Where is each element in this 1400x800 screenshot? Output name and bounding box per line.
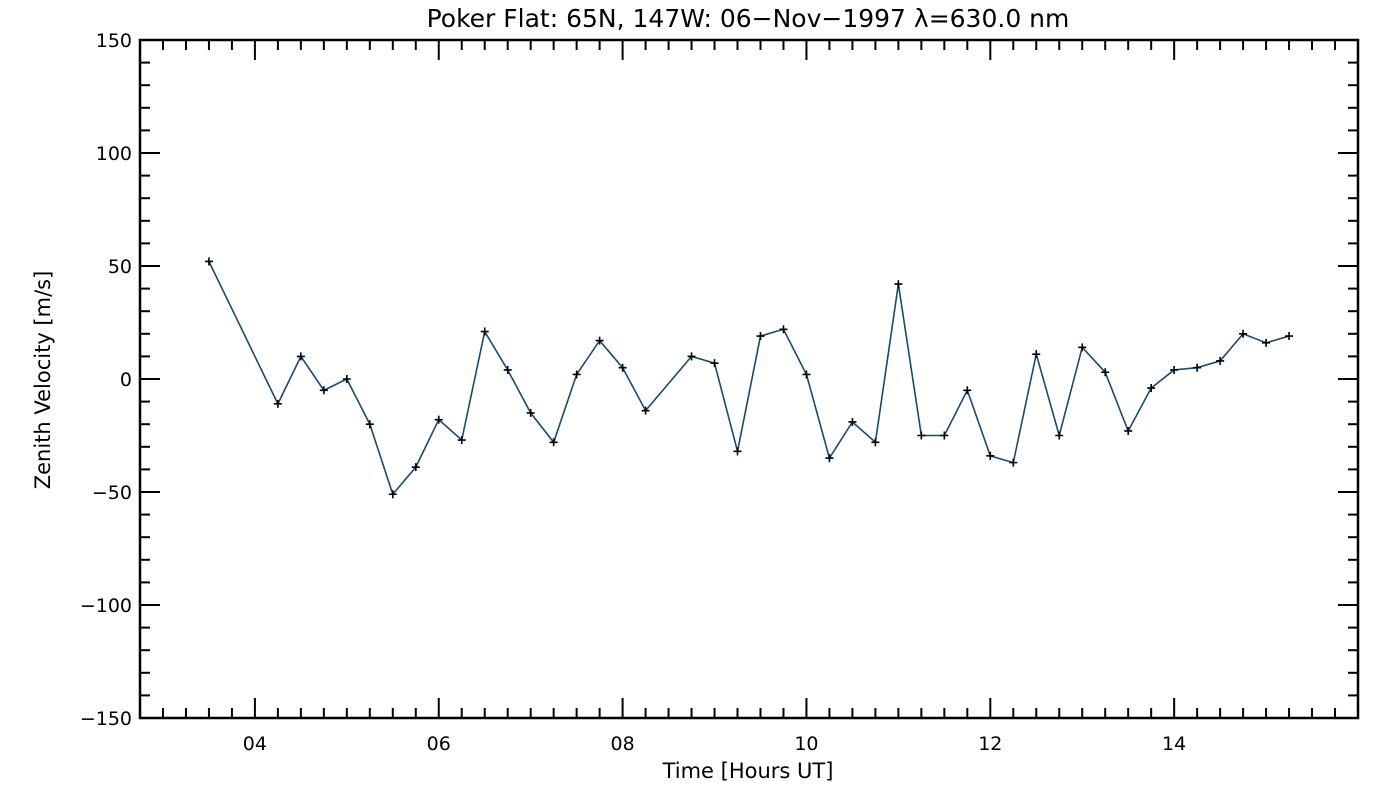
y-tick-label: 50 [108, 256, 132, 278]
y-axis-label: Zenith Velocity [m/s] [31, 271, 55, 490]
x-tick-label: 14 [1162, 733, 1186, 755]
data-point-marker [526, 408, 535, 417]
data-point-marker [1216, 356, 1225, 365]
series-line [208, 261, 1290, 496]
chart-title: Poker Flat: 65N, 147W: 06−Nov−1997 λ=630… [427, 4, 1070, 33]
axis-tick-labels: 04 06 08 10 12 14 −150 −100 −50 0 50 100 150 [80, 30, 1186, 755]
data-point-marker [273, 399, 282, 408]
data-point-marker [388, 490, 397, 499]
data-point-marker [687, 352, 696, 361]
data-point-marker [917, 431, 926, 440]
data-point-marker [848, 417, 857, 426]
y-tick-label: −50 [92, 482, 132, 504]
data-point-marker [503, 365, 512, 374]
x-tick-label: 08 [611, 733, 635, 755]
data-point-marker [1262, 338, 1271, 347]
data-point-marker [779, 325, 788, 334]
data-point-marker [1147, 384, 1156, 393]
data-point-marker [595, 336, 604, 345]
data-point-marker [871, 438, 880, 447]
data-point-marker [641, 406, 650, 415]
x-tick-label: 10 [794, 733, 818, 755]
data-point-marker [204, 257, 213, 266]
data-point-marker [1124, 426, 1133, 435]
data-point-marker [1239, 329, 1248, 338]
data-point-marker [365, 420, 374, 429]
data-point-marker [572, 370, 581, 379]
data-point-marker [940, 431, 949, 440]
y-tick-label: 150 [96, 30, 132, 52]
y-tick-label: 0 [120, 369, 132, 391]
data-point-marker [756, 332, 765, 341]
data-point-marker [457, 436, 466, 445]
x-tick-label: 04 [243, 733, 267, 755]
x-axis-label: Time [Hours UT] [662, 759, 834, 783]
x-tick-label: 12 [978, 733, 1002, 755]
data-point-marker [1193, 363, 1202, 372]
data-point-marker [319, 386, 328, 395]
data-point-marker [1055, 431, 1064, 440]
data-point-marker [1009, 458, 1018, 467]
data-point-marker [710, 359, 719, 368]
data-point-marker [986, 451, 995, 460]
y-tick-label: −100 [80, 595, 132, 617]
data-point-marker [618, 363, 627, 372]
data-point-marker [480, 327, 489, 336]
data-point-marker [894, 280, 903, 289]
data-series [204, 257, 1294, 499]
data-point-marker [1078, 343, 1087, 352]
axis-ticks [139, 39, 1359, 719]
y-tick-label: 100 [96, 143, 132, 165]
data-point-marker [733, 447, 742, 456]
data-point-marker [1101, 368, 1110, 377]
data-point-marker [296, 352, 305, 361]
data-point-marker [434, 415, 443, 424]
plot-frame [138, 38, 1360, 720]
data-point-marker [411, 463, 420, 472]
data-point-marker [549, 438, 558, 447]
data-point-marker [963, 386, 972, 395]
data-point-marker [802, 370, 811, 379]
data-point-marker [342, 375, 351, 383]
x-tick-label: 06 [427, 733, 451, 755]
data-point-marker [1170, 365, 1179, 374]
data-point-marker [825, 454, 834, 463]
y-tick-label: −150 [80, 708, 132, 730]
data-point-marker [1285, 332, 1294, 341]
data-point-marker [1032, 350, 1041, 359]
